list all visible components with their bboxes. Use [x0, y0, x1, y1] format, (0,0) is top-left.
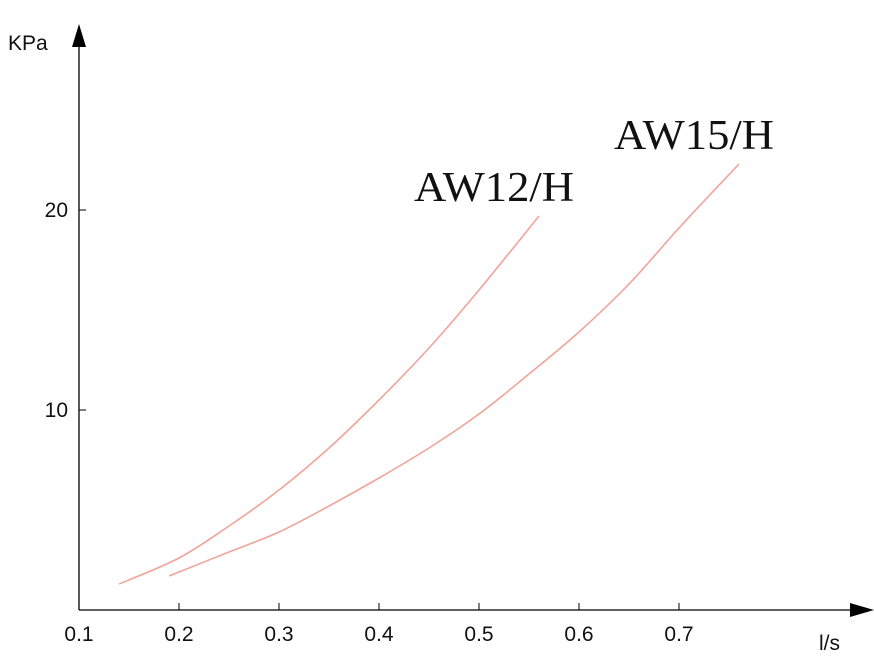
- x-tick-label: 0.4: [364, 623, 394, 646]
- x-tick-label: 0.5: [464, 623, 493, 646]
- series-label-1: AW15/H: [614, 113, 774, 159]
- series-lines: AW12/H AW15/H: [118, 113, 774, 585]
- x-axis-label: l/s: [819, 632, 840, 655]
- x-ticks: 0.1 0.2 0.3 0.4 0.5 0.6 0.7: [64, 603, 694, 646]
- y-axis-label: KPa: [8, 32, 48, 55]
- y-tick-label: 20: [45, 199, 68, 222]
- x-tick-label: 0.2: [164, 623, 193, 646]
- y-ticks: 10 20: [45, 199, 86, 422]
- series-label-0: AW12/H: [414, 165, 574, 211]
- series-line-1: [168, 163, 740, 577]
- y-tick-label: 10: [45, 399, 68, 422]
- y-axis-arrow: [72, 24, 86, 47]
- x-tick-label: 0.7: [664, 623, 693, 646]
- x-axis-arrow: [850, 603, 874, 617]
- series-line-0: [118, 215, 540, 585]
- x-tick-label: 0.6: [564, 623, 593, 646]
- x-tick-label: 0.1: [64, 623, 93, 646]
- x-tick-label: 0.3: [264, 623, 293, 646]
